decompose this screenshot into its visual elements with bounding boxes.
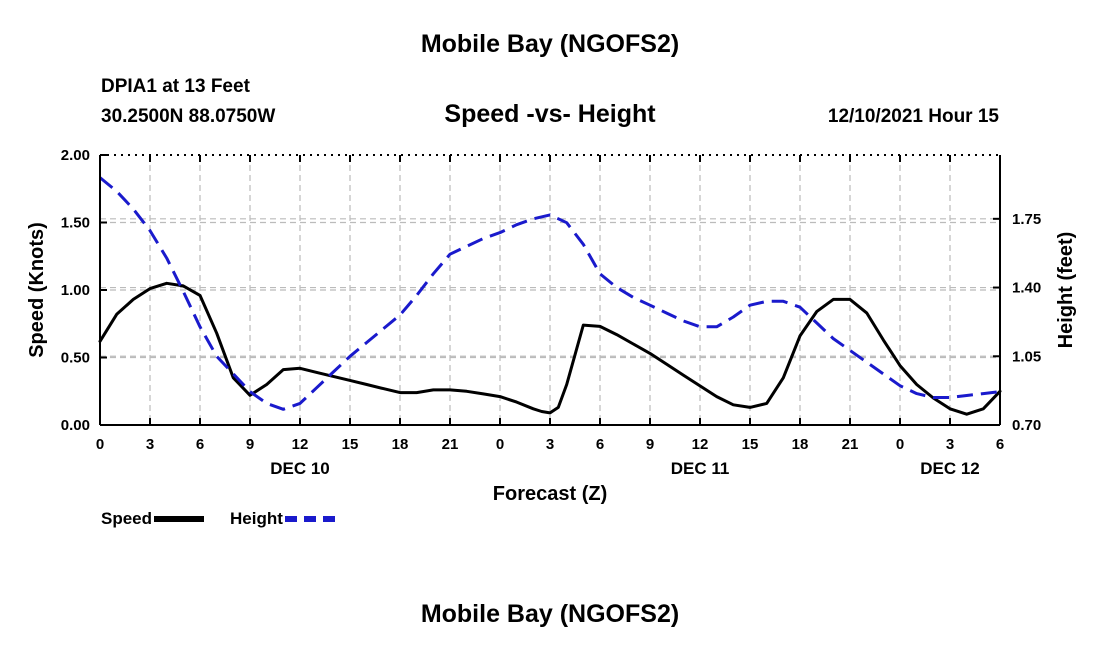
series-layer xyxy=(98,176,1002,416)
height-series-line xyxy=(99,176,1001,411)
legend-height-label: Height xyxy=(230,509,283,528)
legend-speed-label: Speed xyxy=(101,509,153,528)
x-tick-label: 0 xyxy=(896,436,904,453)
x-tick-label: 0 xyxy=(496,436,504,453)
x-tick-label: 12 xyxy=(692,436,709,453)
y-tick-label: 0.50 xyxy=(61,350,90,367)
date-label: DEC 11 xyxy=(671,459,730,478)
x-tick-label: 9 xyxy=(646,436,654,453)
legend-height-line xyxy=(284,516,335,522)
y-tick-label: 1.00 xyxy=(61,282,90,299)
x-axis-title: Forecast (Z) xyxy=(493,483,607,505)
date-label: DEC 10 xyxy=(270,459,330,478)
legend-speed-line xyxy=(154,516,205,522)
x-tick-label: 18 xyxy=(392,436,409,453)
chart-title: Mobile Bay (NGOFS2) xyxy=(420,30,680,58)
y2-tick-label: 0.70 xyxy=(1012,417,1041,434)
y2-tick-label: 1.40 xyxy=(1012,280,1041,297)
station-label: DPIA1 at 13 Feet xyxy=(101,76,250,97)
y-tick-label: 1.50 xyxy=(61,215,90,232)
x-tick-label: 12 xyxy=(292,436,309,453)
speed-series-line xyxy=(98,281,1002,416)
x-tick-label: 6 xyxy=(196,436,204,453)
x-tick-label: 6 xyxy=(596,436,604,453)
plot-frame xyxy=(99,154,1001,426)
x-tick-label: 0 xyxy=(96,436,104,453)
datetime-label: 12/10/2021 Hour 15 xyxy=(827,106,999,127)
x-tick-label: 18 xyxy=(792,436,809,453)
y2-tick-label: 1.75 xyxy=(1012,211,1041,228)
date-label: DEC 12 xyxy=(920,459,980,478)
x-tick-label: 6 xyxy=(996,436,1004,453)
x-tick-label: 21 xyxy=(842,436,859,453)
legend-speed: Speed xyxy=(101,509,205,529)
grid xyxy=(100,155,1000,425)
y-tick-label: 2.00 xyxy=(61,147,90,164)
x-tick-label: 3 xyxy=(946,436,954,453)
legend-height: Height xyxy=(230,509,335,529)
chart-subtitle: Speed -vs- Height xyxy=(444,100,656,128)
axis-labels: 0 3 6 9 12 15 18 21 0 3 6 9 12 15 18 21 0 3 6 DEC 10 DEC 11 D… xyxy=(26,147,1077,505)
coordinates-label: 30.2500N 88.0750W xyxy=(101,106,276,127)
x-tick-label: 21 xyxy=(442,436,459,453)
y-tick-label: 0.00 xyxy=(61,417,90,434)
x-tick-label: 3 xyxy=(146,436,154,453)
x-tick-label: 15 xyxy=(342,436,359,453)
x-tick-label: 3 xyxy=(546,436,554,453)
y-axis-title: Speed (Knots) xyxy=(26,222,48,358)
chart-title-bottom: Mobile Bay (NGOFS2) xyxy=(420,600,680,628)
y2-tick-label: 1.05 xyxy=(1012,348,1041,365)
y2-axis-title: Height (feet) xyxy=(1055,232,1077,349)
x-tick-label: 9 xyxy=(246,436,254,453)
x-tick-label: 15 xyxy=(742,436,759,453)
